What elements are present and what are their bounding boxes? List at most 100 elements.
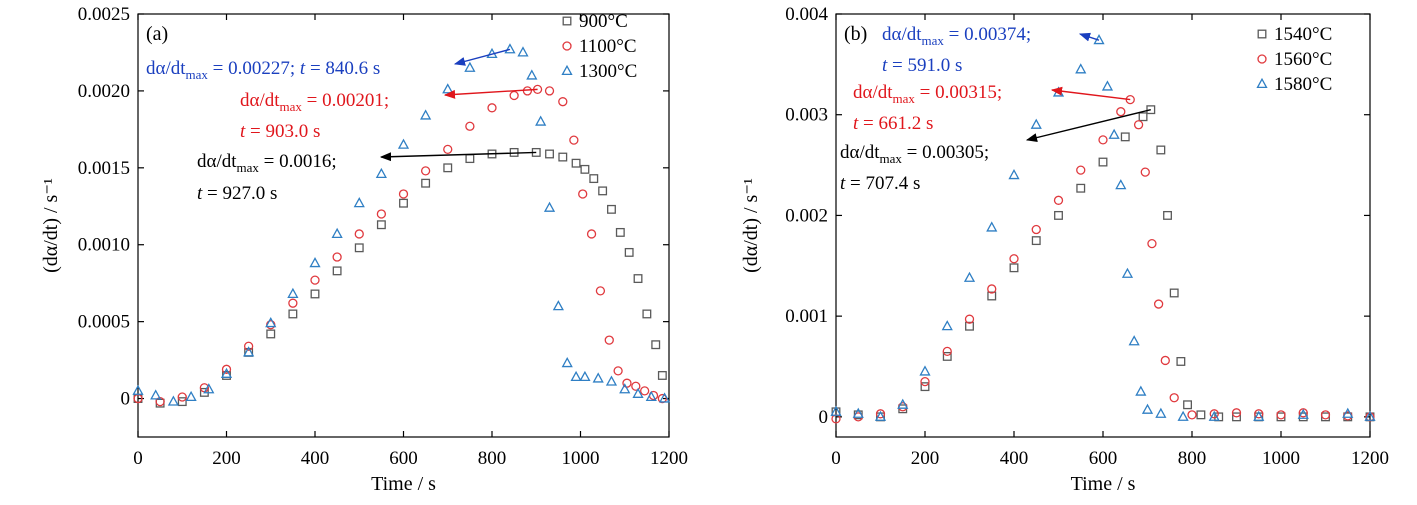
annotation-time-value: = 927.0 s: [202, 183, 277, 204]
data-point: [919, 365, 931, 376]
data-point: [1135, 385, 1147, 396]
annotation-rate-text: dα/dtmax = 0.00374;: [882, 24, 1031, 48]
annotation-time-symbol: t: [300, 58, 306, 79]
data-point: [552, 300, 564, 311]
data-point: [619, 383, 631, 394]
data-point: [1053, 195, 1064, 205]
annotation-time-symbol: t: [882, 55, 888, 76]
data-point: [1009, 254, 1019, 264]
data-point: [509, 90, 519, 101]
data-point: [1196, 410, 1206, 420]
data-point: [376, 209, 387, 219]
data-point: [443, 144, 453, 155]
data-point: [1140, 167, 1150, 177]
data-point: [1176, 357, 1186, 366]
data-point: [1156, 145, 1166, 155]
annotation-subscript: max: [186, 67, 209, 82]
data-point: [1254, 409, 1264, 419]
data-point: [1031, 236, 1041, 246]
legend-marker: [1257, 54, 1267, 64]
annotation-rate-text: dα/dtmax = 0.00227; t = 840.6 s: [146, 58, 380, 82]
data-point: [1054, 210, 1063, 220]
x-tick-label: 600: [389, 448, 418, 469]
data-point: [830, 405, 842, 416]
x-tick-label: 200: [212, 448, 241, 469]
y-tick-label: 0.003: [785, 105, 828, 126]
data-point: [354, 243, 364, 253]
data-point: [398, 189, 409, 199]
data-point: [288, 298, 298, 308]
data-point: [243, 346, 255, 357]
legend-label: 1560°C: [1274, 49, 1332, 70]
data-point: [1108, 128, 1120, 139]
data-point: [645, 390, 657, 402]
data-point: [1364, 410, 1376, 421]
legend-label: 1300°C: [579, 61, 637, 82]
data-point: [558, 152, 568, 162]
data-point: [1147, 238, 1157, 249]
annotation-rate-symbol: dα/dt: [197, 151, 237, 172]
annotation-time-symbol: t: [840, 173, 846, 194]
data-point: [545, 149, 554, 159]
data-point: [1169, 393, 1179, 403]
data-point: [1253, 410, 1265, 421]
data-point: [1116, 107, 1126, 117]
legend-label: 1580°C: [1274, 74, 1332, 95]
annotation: dα/dtmax = 0.00305; t = 707.4 s: [840, 108, 1151, 194]
data-point: [920, 376, 930, 387]
annotation-rate-value: = 0.00227;: [208, 58, 300, 79]
data-point: [1169, 288, 1179, 298]
data-point: [332, 252, 342, 262]
y-tick-label: 0.0010: [78, 235, 130, 256]
annotation-arrow: [379, 151, 537, 162]
annotation-rate-text: dα/dtmax = 0.00201;: [240, 90, 389, 114]
data-point: [569, 135, 579, 145]
y-tick-label: 0.0005: [78, 312, 130, 333]
data-point: [132, 384, 144, 395]
data-point: [1076, 183, 1086, 193]
data-point: [442, 83, 454, 94]
data-point: [1098, 157, 1108, 167]
annotation-time-symbol: t: [853, 113, 859, 134]
data-point: [1115, 179, 1127, 190]
annotation-subscript: max: [922, 33, 945, 48]
annotation-time-value: = 591.0 s: [887, 55, 962, 76]
annotation-rate-symbol: dα/dt: [882, 24, 922, 45]
data-point: [1160, 355, 1170, 366]
panel-label: (a): [146, 23, 168, 45]
series-triangle: [132, 43, 671, 406]
data-point: [875, 409, 886, 419]
data-point: [1133, 120, 1144, 130]
x-tick-label: 0: [831, 448, 841, 469]
annotation-arrow: [1050, 86, 1131, 101]
x-tick-label: 800: [478, 448, 507, 469]
data-point: [1128, 335, 1140, 346]
x-axis-label: Time / s: [371, 473, 436, 495]
data-point: [309, 257, 321, 268]
data-point: [465, 154, 475, 164]
data-point: [487, 103, 497, 113]
data-point: [1163, 210, 1172, 220]
data-point: [561, 357, 573, 368]
data-point: [420, 166, 431, 176]
y-tick-label: 0.001: [785, 306, 828, 327]
data-point: [167, 395, 179, 406]
data-point: [658, 392, 671, 403]
y-tick-label: 0.0015: [78, 158, 130, 179]
y-tick-label: 0.002: [785, 205, 828, 226]
data-point: [1098, 135, 1108, 145]
annotation-arrow: [453, 48, 511, 66]
data-point: [1231, 408, 1242, 418]
data-point: [185, 390, 197, 402]
legend-marker: [561, 64, 573, 76]
annotation-rate-text: dα/dtmax = 0.00315;: [853, 82, 1002, 106]
data-point: [266, 329, 276, 339]
panel-a: 0 200 400 600 800 1000 1200 0 0.0005 0.0010 0.0015…: [40, 4, 688, 495]
data-point: [1209, 409, 1219, 419]
data-point: [150, 389, 162, 400]
data-point: [543, 201, 556, 212]
annotation: dα/dtmax = 0.00374; t = 591.0 s: [882, 24, 1100, 76]
data-point: [1146, 105, 1156, 115]
data-point: [1009, 263, 1019, 273]
data-point: [310, 275, 320, 285]
